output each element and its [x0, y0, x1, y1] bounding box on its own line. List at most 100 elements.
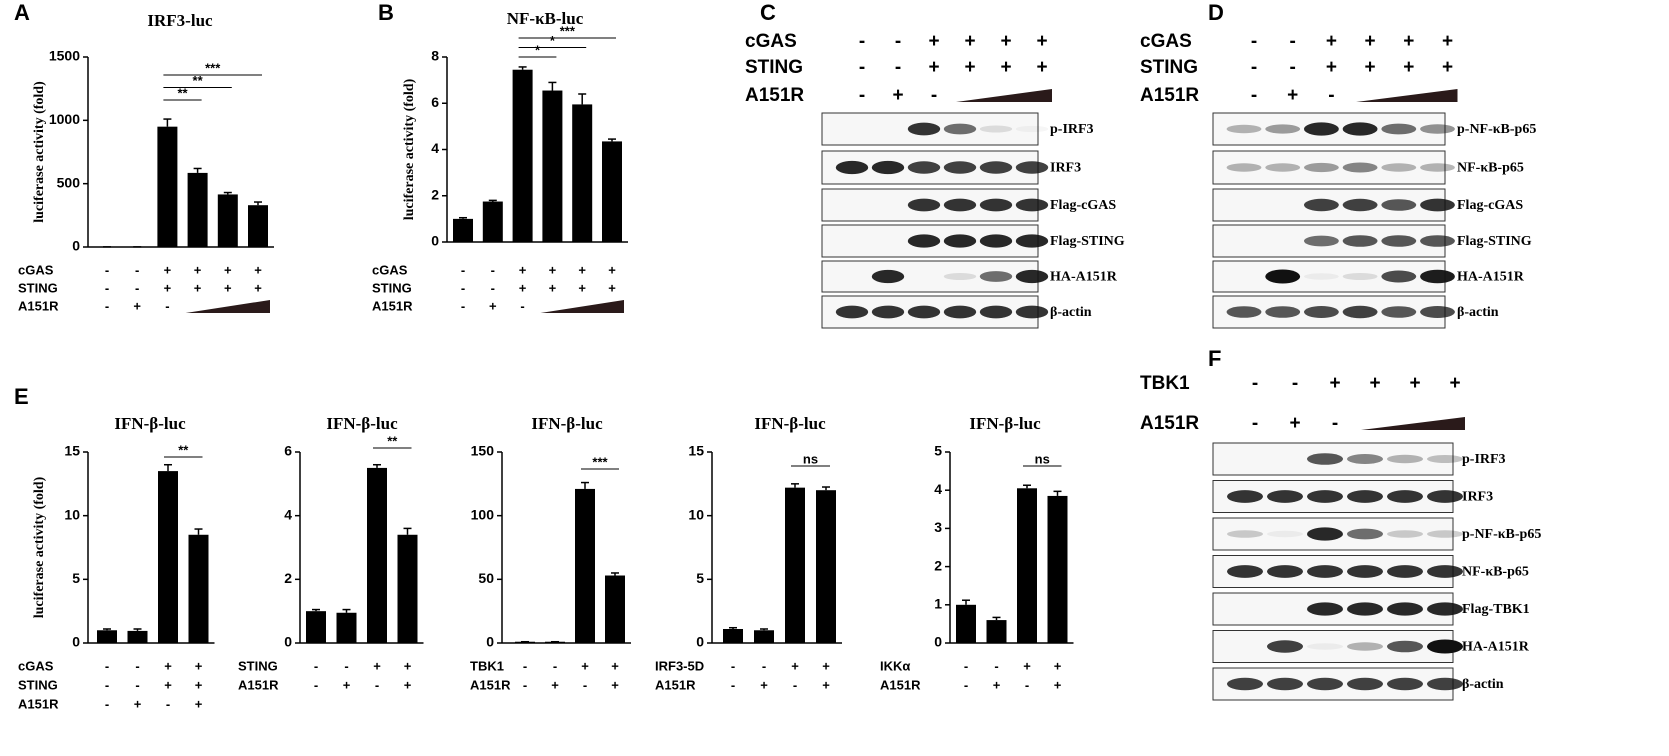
condition-sign: + [760, 677, 768, 692]
condition-sign: + [1023, 658, 1031, 673]
condition-sign: - [731, 677, 735, 692]
y-tick-label: 100 [471, 506, 495, 522]
y-tick-label: 50 [478, 570, 494, 586]
y-tick-label: 0 [486, 634, 494, 650]
condition-sign: - [1251, 31, 1257, 52]
band [1427, 530, 1463, 538]
condition-sign: + [1369, 373, 1380, 394]
band [1420, 124, 1455, 134]
condition-sign: - [523, 658, 527, 673]
condition-label: STING [18, 280, 58, 295]
y-tick-label: 0 [696, 634, 704, 650]
significance-label: ** [193, 73, 204, 88]
band-label: p-NF-κB-p65 [1457, 122, 1536, 137]
y-tick-label: 4 [934, 481, 942, 497]
condition-sign: + [1449, 373, 1460, 394]
band [1265, 269, 1301, 284]
condition-label: cGAS [18, 262, 54, 277]
condition-sign: - [1328, 85, 1334, 106]
condition-sign: + [134, 696, 142, 711]
y-tick-label: 6 [431, 94, 439, 110]
dose-ramp [540, 300, 624, 313]
condition-sign: - [135, 677, 139, 692]
condition-sign: + [519, 262, 527, 277]
band [1381, 270, 1417, 283]
band [1342, 122, 1378, 136]
condition-sign: - [859, 85, 865, 106]
band [943, 123, 977, 135]
bar [605, 575, 625, 643]
condition-sign: + [1442, 31, 1453, 52]
band [943, 234, 977, 248]
bar [248, 205, 268, 247]
bar [572, 104, 593, 242]
bar [217, 194, 238, 247]
band [907, 161, 941, 174]
y-tick-label: 1500 [49, 48, 80, 64]
condition-sign: - [1025, 677, 1029, 692]
band [1303, 122, 1339, 136]
condition-sign: - [461, 280, 465, 295]
bar [1017, 488, 1037, 643]
band [1387, 490, 1423, 503]
condition-sign: - [135, 658, 139, 673]
condition-sign: + [224, 280, 232, 295]
condition-sign: - [491, 280, 495, 295]
band [1307, 527, 1343, 541]
band [1427, 677, 1463, 691]
band [1381, 163, 1417, 172]
bar [816, 490, 836, 643]
band [1265, 124, 1301, 134]
band [1267, 677, 1303, 691]
condition-sign: + [1289, 413, 1300, 434]
band-label: p-IRF3 [1050, 122, 1094, 137]
condition-sign: + [164, 677, 172, 692]
condition-label: STING [1140, 57, 1198, 78]
condition-label: cGAS [745, 31, 797, 52]
condition-sign: - [314, 677, 318, 692]
significance-label: *** [592, 454, 608, 469]
band [1303, 273, 1339, 280]
dose-ramp [1361, 417, 1465, 430]
band [1342, 305, 1378, 319]
condition-sign: + [964, 31, 975, 52]
y-tick-label: 0 [72, 238, 80, 254]
condition-sign: - [994, 658, 998, 673]
condition-sign: + [1054, 677, 1062, 692]
condition-sign: + [373, 658, 381, 673]
bar [367, 467, 387, 643]
y-tick-label: 6 [284, 443, 292, 459]
band [1015, 161, 1049, 174]
condition-sign: + [892, 85, 903, 106]
band [1387, 530, 1423, 538]
dose-ramp [1356, 89, 1458, 102]
condition-sign: + [404, 677, 412, 692]
condition-sign: - [165, 298, 169, 313]
bar [336, 612, 357, 643]
condition-sign: - [1290, 31, 1296, 52]
condition-sign: - [1252, 413, 1258, 434]
bar [482, 201, 503, 242]
bar [397, 534, 418, 643]
band-label: HA-A151R [1457, 270, 1525, 285]
condition-sign: + [928, 57, 939, 78]
condition-sign: + [1365, 57, 1376, 78]
y-tick-label: 5 [696, 570, 704, 586]
significance-label: ns [1035, 451, 1050, 466]
band [835, 160, 869, 175]
condition-sign: + [791, 658, 799, 673]
panel-letter: F [1208, 346, 1221, 371]
y-tick-label: 1000 [49, 111, 80, 127]
band [1307, 677, 1343, 691]
condition-label: IRF3-5D [655, 658, 704, 673]
bar [97, 630, 117, 643]
band-label: Flag-STING [1457, 234, 1532, 249]
condition-sign: - [1332, 413, 1338, 434]
condition-sign: + [1287, 85, 1298, 106]
condition-sign: + [195, 696, 203, 711]
condition-sign: - [314, 658, 318, 673]
condition-sign: + [1409, 373, 1420, 394]
condition-sign: - [793, 677, 797, 692]
band [1226, 306, 1262, 318]
condition-sign: + [195, 677, 203, 692]
